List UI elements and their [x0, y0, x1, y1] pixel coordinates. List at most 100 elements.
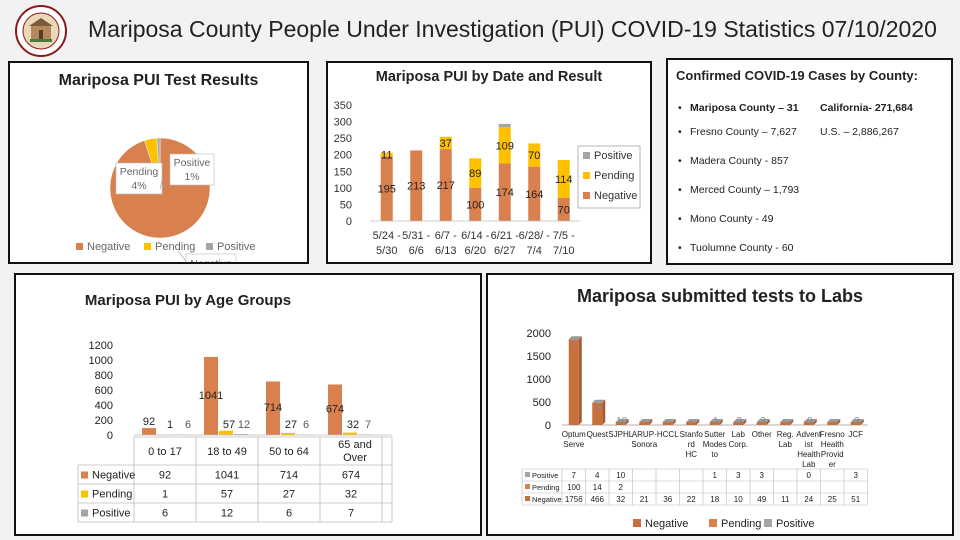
bar-pending — [343, 432, 357, 435]
y-tick-label: 200 — [95, 415, 113, 427]
legend-label: Negative — [594, 190, 637, 202]
table-cell: 3 — [736, 471, 741, 480]
table-cell: 11 — [781, 495, 790, 504]
bar-negative — [142, 428, 156, 435]
x-tick-label: 0 to 17 — [148, 446, 182, 458]
data-label: 70 — [528, 150, 540, 162]
y-tick-label: 500 — [533, 397, 551, 409]
county-item-label: Tuolumne County - 60 — [690, 242, 794, 254]
x-tick-label: 6/13 — [435, 245, 456, 257]
pie-legend-swatch — [206, 243, 213, 250]
table-cell: 1 — [162, 489, 168, 501]
x-tick-label: Reg. — [777, 430, 794, 439]
legend-swatch — [81, 490, 88, 498]
x-tick-label: ARUP- — [632, 430, 657, 439]
bar-negative — [204, 356, 218, 435]
x-tick-label: 5/24 - — [373, 230, 401, 242]
table-cell: 10 — [616, 471, 625, 480]
legend-swatch — [633, 519, 641, 527]
table-cell: 100 — [567, 483, 581, 492]
pie-label-box — [185, 253, 237, 262]
bar-negative — [780, 422, 791, 425]
bar-top-positive — [615, 419, 629, 422]
bar-top-positive — [686, 419, 700, 422]
bar-label: 3 — [854, 416, 860, 427]
table-cell: 466 — [591, 495, 605, 504]
x-tick-label: 18 to 49 — [207, 446, 247, 458]
lab-chart-title: Mariposa submitted tests to Labs — [576, 286, 864, 306]
bar-side — [813, 419, 817, 425]
table-cell: 32 — [345, 489, 357, 501]
data-label: 114 — [555, 174, 573, 186]
county-item-label: Mariposa County – 31 — [690, 102, 799, 114]
table-cell: 27 — [283, 489, 295, 501]
table-cell: 1756 — [565, 495, 583, 504]
bar-pending — [469, 158, 482, 188]
county-item: • Merced County – 1,793 — [678, 184, 800, 196]
legend-swatch — [583, 152, 590, 159]
county-item: • Mariposa County – 31 — [678, 102, 799, 114]
x-tick-label: 6/6 — [409, 245, 424, 257]
y-tick-label: 1200 — [89, 340, 113, 352]
pie-legend-swatch — [76, 243, 83, 250]
y-tick-label: 1000 — [89, 355, 113, 367]
bar-positive — [234, 434, 248, 435]
date-chart-panel: Mariposa PUI by Date and Result 350 300 25… — [326, 61, 652, 264]
y-tick-label: 1500 — [527, 351, 551, 363]
bar-pending — [380, 152, 393, 157]
x-tick-label: 7/4 — [527, 245, 542, 257]
pie-data-label: 1% — [184, 171, 199, 183]
bar-top-positive — [592, 399, 606, 403]
y-tick-label: 1000 — [527, 374, 551, 386]
bar-negative — [615, 422, 626, 425]
county-item: • Mono County - 49 — [678, 213, 774, 225]
data-label: 32 — [347, 419, 359, 431]
bar-side — [719, 419, 723, 425]
table-cell: 3 — [760, 471, 765, 480]
bar-label: 4 — [595, 403, 601, 414]
bar-negative — [733, 422, 744, 425]
data-label: 195 — [378, 184, 396, 196]
legend-label: Positive — [776, 518, 815, 530]
y-tick-label: 350 — [334, 100, 352, 112]
bar-positive — [498, 123, 511, 128]
data-label: 164 — [525, 189, 543, 201]
y-tick-label: 250 — [334, 133, 352, 145]
pie-panel: Mariposa PUI Test Results Negative95%Pen… — [8, 61, 309, 264]
table-cell: 3 — [854, 471, 859, 480]
table-row-header: Positive — [92, 508, 131, 520]
bar-side — [602, 399, 606, 425]
bar-side — [790, 419, 794, 425]
data-label: 674 — [326, 404, 344, 416]
table-row-header: Negative — [92, 470, 135, 482]
bar-top-positive — [662, 419, 676, 422]
table-cell: 57 — [221, 489, 233, 501]
bar-pending — [557, 160, 570, 198]
data-label: 7 — [365, 419, 371, 431]
county-item: • Madera County - 857 — [678, 155, 789, 167]
table-row-header: Pending — [532, 483, 560, 492]
bar-top-positive — [568, 336, 582, 340]
data-label: 12 — [238, 419, 250, 431]
legend-label: Negative — [645, 518, 688, 530]
pie-legend-label: Pending — [155, 241, 195, 253]
x-tick-label: Lab — [732, 430, 746, 439]
x-tick-label: JCF — [848, 430, 863, 439]
bar-top-positive — [803, 419, 817, 422]
bar-negative — [686, 422, 697, 425]
data-label: 92 — [143, 416, 155, 428]
bar-negative — [850, 422, 861, 425]
bar-label: 10 — [616, 416, 628, 427]
table-cell: 18 — [710, 495, 719, 504]
bar-top-positive — [709, 419, 723, 422]
age-chart-title: Mariposa PUI by Age Groups — [84, 292, 292, 309]
x-tick-label: 6/27 — [494, 245, 515, 257]
x-tick-label: ist — [805, 440, 814, 449]
county-item-label: Fresno County – 7,627 — [690, 126, 797, 138]
table-cell: 674 — [342, 470, 360, 482]
table-cell: 10 — [734, 495, 743, 504]
table-cell: 24 — [804, 495, 813, 504]
bar-pending — [528, 143, 541, 167]
pie-label-box — [169, 153, 215, 186]
data-label: 70 — [558, 204, 570, 216]
